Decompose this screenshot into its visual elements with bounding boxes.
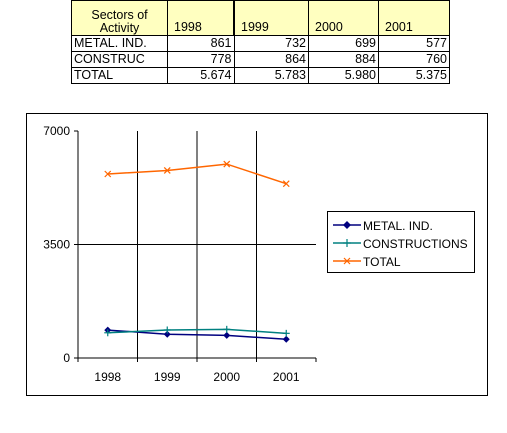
header-year-cell: 1998 — [167, 0, 235, 36]
value-cell: 760 — [378, 51, 450, 68]
value-cell: 5.674 — [167, 67, 235, 84]
header-year-cell: 2000 — [308, 0, 379, 36]
data-table: Sectors of Activity 1998 1999 2000 2001 … — [71, 0, 450, 84]
row-label-cell: CONSTRUC — [71, 51, 168, 68]
header-year-cell: 1999 — [233, 0, 309, 36]
data-point — [104, 329, 112, 337]
value-cell: 864 — [233, 51, 309, 68]
series-line — [107, 163, 287, 185]
value-cell: 699 — [308, 35, 379, 52]
data-point — [163, 167, 171, 174]
data-point — [282, 329, 290, 337]
y-tick-label: 0 — [63, 351, 70, 365]
value-cell: 577 — [378, 35, 450, 52]
header-sectors-line1: Sectors of — [91, 8, 148, 22]
legend-item: CONSTRUCTIONS — [328, 235, 474, 253]
series-line — [107, 329, 287, 341]
legend-swatch — [333, 239, 361, 247]
row-label-cell: TOTAL — [71, 67, 168, 84]
table-row: METAL. IND. 861 732 699 577 — [71, 35, 450, 52]
legend-swatch — [333, 257, 361, 265]
header-sectors-cell: Sectors of Activity — [71, 0, 168, 36]
data-point — [223, 331, 231, 339]
legend-label: CONSTRUCTIONS — [363, 237, 468, 251]
legend-item: METAL. IND. — [328, 217, 474, 235]
data-point — [163, 326, 171, 334]
x-tick-label: 2000 — [213, 370, 240, 384]
legend-item: TOTAL — [328, 253, 474, 271]
value-cell: 5.783 — [233, 67, 309, 84]
legend-swatch — [333, 221, 361, 229]
y-tick-label: 7000 — [43, 124, 70, 138]
legend-label: METAL. IND. — [363, 219, 433, 233]
legend: METAL. IND. CONSTRUCTIONS TOTAL — [327, 211, 475, 273]
value-cell: 732 — [233, 35, 309, 52]
value-cell: 5.375 — [378, 67, 450, 84]
data-point — [282, 335, 290, 343]
chart-area: 0 3500 7000 1998 1999 2000 2001 METAL. IND. CO… — [26, 113, 488, 396]
header-year-cell: 2001 — [378, 0, 450, 36]
series-line — [107, 328, 287, 335]
data-point — [223, 325, 231, 333]
table-row: CONSTRUC 778 864 884 760 — [71, 51, 450, 68]
x-tick-label: 2001 — [273, 370, 300, 384]
value-cell: 5.980 — [308, 67, 379, 84]
x-tick-label: 1999 — [154, 370, 181, 384]
header-sectors-line2: Activity — [99, 21, 140, 35]
y-tick-label: 3500 — [43, 238, 70, 252]
x-tick-label: 1998 — [94, 370, 121, 384]
table-row: TOTAL 5.674 5.783 5.980 5.375 — [71, 67, 450, 84]
legend-label: TOTAL — [363, 255, 401, 269]
data-point — [282, 180, 290, 188]
value-cell: 861 — [167, 35, 235, 52]
data-point — [163, 330, 171, 338]
value-cell: 884 — [308, 51, 379, 68]
data-point — [223, 160, 231, 168]
line-chart: 0 3500 7000 1998 1999 2000 2001 — [43, 124, 317, 384]
value-cell: 778 — [167, 51, 235, 68]
data-point — [104, 170, 112, 178]
table-header-row: Sectors of Activity 1998 1999 2000 2001 — [71, 0, 450, 36]
row-label-cell: METAL. IND. — [71, 35, 168, 52]
